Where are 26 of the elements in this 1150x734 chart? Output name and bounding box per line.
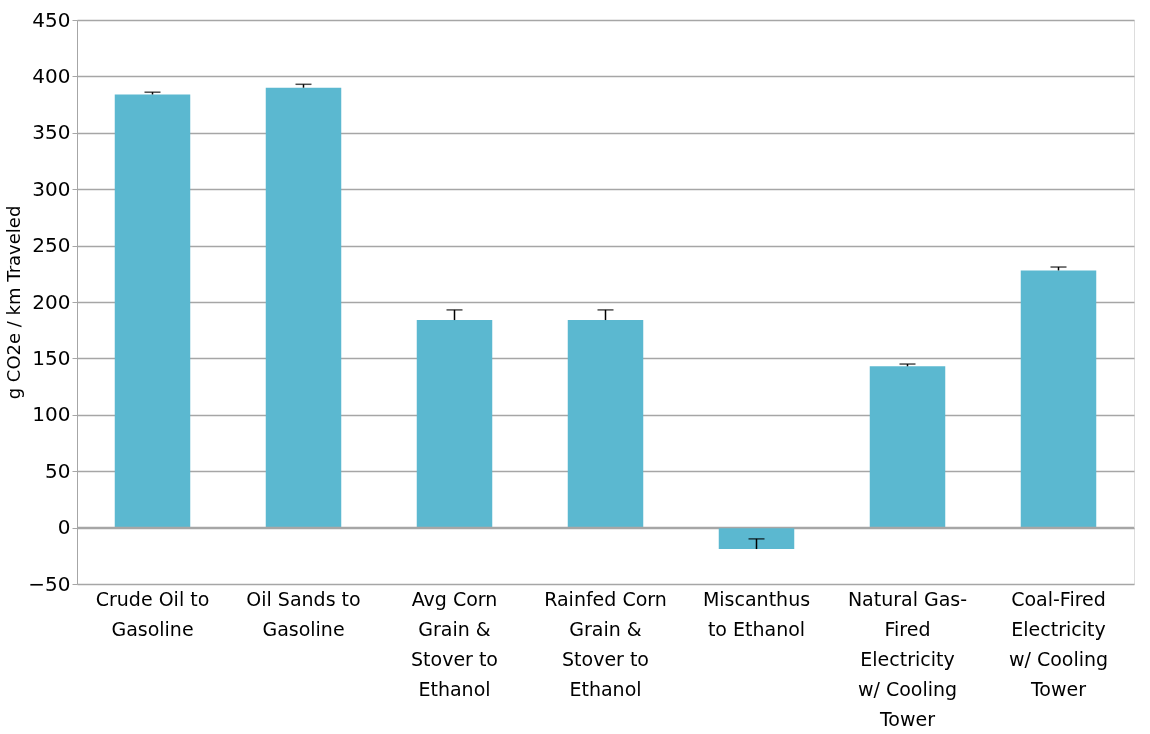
bar xyxy=(265,87,342,528)
x-tick-label: Oil Sands to Gasoline xyxy=(246,587,361,640)
y-tick-label: 200 xyxy=(32,289,71,314)
x-tick-label: Rainfed Corn Grain & Stover to Ethanol xyxy=(544,587,667,700)
y-tick-label: 150 xyxy=(32,345,71,370)
y-tick-label: 50 xyxy=(45,458,71,483)
y-tick-label: 300 xyxy=(32,176,71,201)
bar xyxy=(869,366,946,528)
y-tick-label: 350 xyxy=(32,120,71,145)
bar xyxy=(1020,270,1097,528)
bar xyxy=(718,527,795,550)
x-tick-label: Crude Oil to Gasoline xyxy=(95,587,210,640)
y-tick-label: 250 xyxy=(32,233,71,258)
bar xyxy=(567,320,644,528)
y-tick-label: 0 xyxy=(57,515,71,540)
x-tick-label: Natural Gas-Fired Electricity w/ Cooling Tower xyxy=(847,587,968,730)
y-axis-title: g CO2e / km Traveled xyxy=(3,205,25,400)
x-tick-label: Coal-Fired Electricity w/ Cooling Tower xyxy=(1008,587,1109,700)
x-tick-label: Miscanthus to Ethanol xyxy=(702,587,811,640)
bar xyxy=(114,94,191,528)
y-tick-label: 100 xyxy=(32,402,71,427)
y-tick-label: 400 xyxy=(32,63,71,88)
y-tick-label: 450 xyxy=(32,7,71,32)
x-tick-label: Avg Corn Grain & Stover to Ethanol xyxy=(411,587,498,700)
bar xyxy=(416,320,493,528)
y-tick-label: −50 xyxy=(28,571,71,596)
